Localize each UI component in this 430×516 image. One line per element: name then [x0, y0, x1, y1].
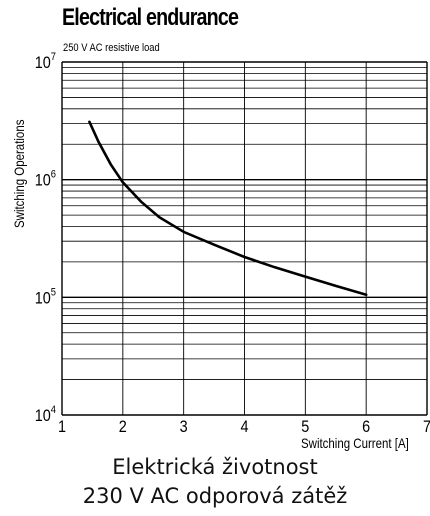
chart-title: Electrical endurance [62, 4, 239, 31]
x-tick-label: 2 [119, 418, 127, 436]
x-tick-label: 6 [362, 418, 370, 436]
x-tick-labels: 1 2 3 4 5 6 7 [58, 418, 430, 436]
y-tick-label: 107 [35, 51, 57, 72]
chart-grid [61, 61, 428, 416]
x-tick-label: 7 [423, 418, 430, 436]
x-tick-label: 5 [301, 418, 309, 436]
x-tick-label: 3 [180, 418, 188, 436]
x-axis-label: Switching Current [A] [301, 435, 409, 451]
endurance-curve [88, 120, 368, 297]
x-tick-label: 1 [58, 418, 66, 436]
chart-subtitle: 250 V AC resistive load [63, 42, 160, 54]
x-tick-label: 4 [240, 418, 248, 436]
y-axis-label: Switching Operations [11, 120, 27, 228]
y-tick-labels: 104 105 106 107 [35, 51, 57, 425]
caption-line-1: Elektrická životnost [112, 455, 318, 479]
caption-line-2: 230 V AC odporová zátěž [82, 484, 348, 508]
y-tick-label: 105 [35, 287, 57, 308]
endurance-chart: 1 2 3 4 5 6 7 104 105 106 107 Switching Current [… [11, 51, 430, 451]
y-tick-label: 104 [35, 404, 57, 425]
y-tick-label: 106 [35, 169, 57, 190]
